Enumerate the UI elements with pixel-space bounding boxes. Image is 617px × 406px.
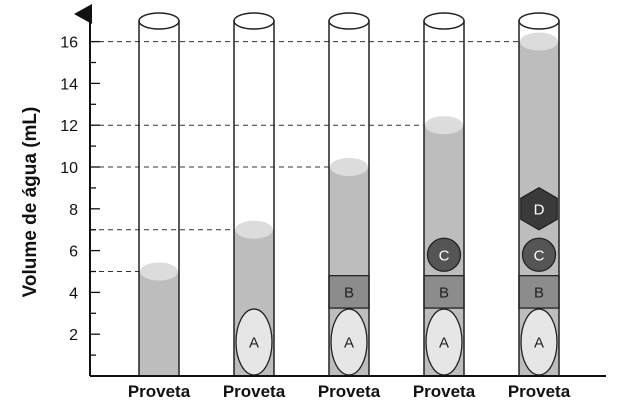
object-c-sphere [426,237,462,272]
measuring-cylinder: A Proveta [223,12,286,401]
object-label: A [439,335,449,352]
measuring-cylinder: Proveta [128,12,191,401]
object-label: B [534,284,544,301]
object-label: B [344,284,354,301]
cylinder-rim [518,12,560,30]
object-label: B [439,284,449,301]
cylinder-label: Proveta [223,382,286,401]
y-tick-label: 8 [69,202,78,219]
cylinder-label: Proveta [508,382,571,401]
object-label: A [344,335,354,352]
measuring-cylinder: A B Proveta [318,12,381,401]
water-surface [520,32,558,51]
object-label: C [534,247,545,264]
y-tick-label: 4 [69,285,78,302]
y-tick-label: 10 [60,160,78,177]
cylinder-rim [328,12,370,30]
object-b-block [423,275,465,309]
object-label: A [249,335,259,352]
y-tick-label: 12 [60,118,78,135]
measuring-cylinder: A B C Proveta [413,12,476,401]
measuring-cylinder: A B C D Proveta [508,12,571,401]
object-label: C [439,247,450,264]
y-tick-label: 14 [60,76,78,93]
water-column [139,271,179,376]
cylinder-label: Proveta [318,382,381,401]
cylinder-label: Proveta [128,382,191,401]
y-tick-label: 16 [60,35,78,52]
y-axis-title: Volume de água (mL) [20,107,41,298]
object-label: D [534,201,545,218]
object-label: A [534,335,544,352]
cylinder-rim [138,12,180,30]
water-surface [425,116,463,135]
cylinders: Proveta A Proveta A B Proveta A B C Proveta A B C D Pr… [128,12,571,401]
object-c-sphere [521,237,557,272]
y-axis: 2 4 6 8 10 12 14 16 [60,4,606,377]
cylinder-rim [233,12,275,30]
guide-lines [90,41,539,272]
object-d-hexagon [520,187,558,231]
cylinder-rim [423,12,465,30]
water-surface [330,158,368,176]
water-surface [140,262,178,281]
cylinder-label: Proveta [413,382,476,401]
water-surface [235,220,273,239]
y-tick-label: 2 [69,327,78,344]
y-tick-label: 6 [69,244,78,261]
